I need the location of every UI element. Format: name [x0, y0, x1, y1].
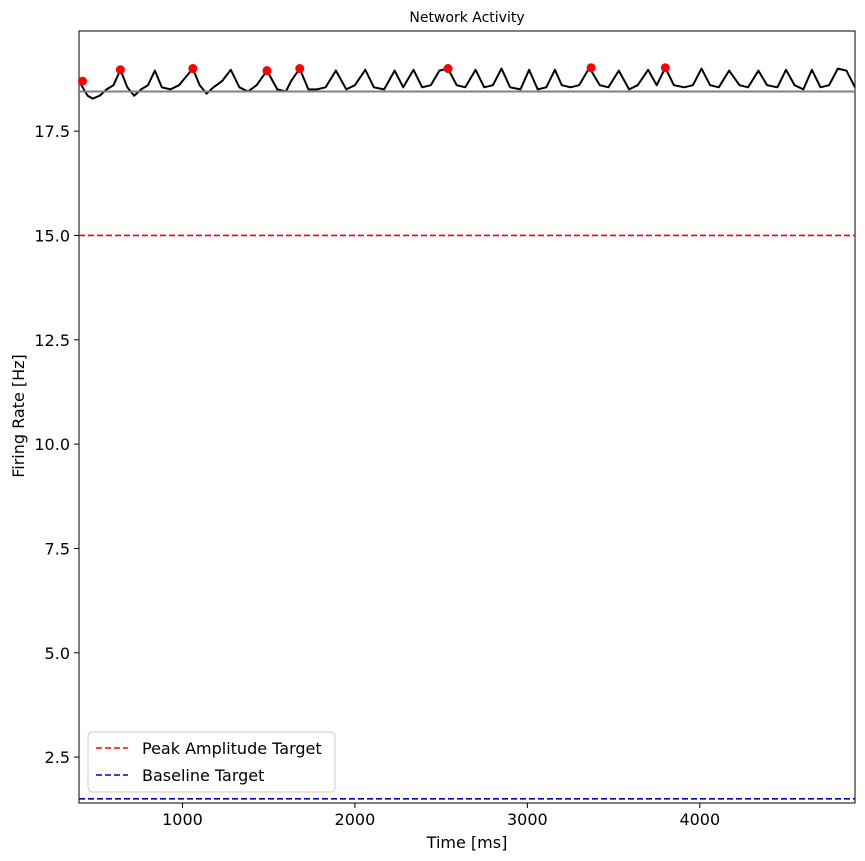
chart-title: Network Activity [409, 10, 524, 26]
legend-label: Baseline Target [142, 766, 264, 785]
peak-marker [443, 64, 453, 74]
legend-box [87, 731, 336, 793]
legend: Peak Amplitude Target Baseline Target [87, 731, 336, 793]
peak-marker [115, 65, 125, 75]
y-tick-label: 5.0 [45, 644, 70, 663]
y-tick-label: 17.5 [34, 122, 70, 141]
peak-marker [188, 64, 198, 74]
y-axis-label: Firing Rate [Hz] [9, 354, 28, 478]
x-tick-label: 1000 [162, 810, 203, 829]
y-tick-label: 7.5 [45, 539, 70, 558]
x-tick-label: 3000 [507, 810, 548, 829]
y-tick-label: 2.5 [45, 748, 70, 767]
plot-frame [78, 30, 856, 804]
peak-marker [586, 63, 596, 73]
x-axis-label: Time [ms] [426, 833, 508, 852]
peak-marker [295, 64, 305, 74]
peak-marker [262, 66, 272, 76]
y-tick-label: 10.0 [34, 435, 70, 454]
peak-marker [77, 76, 87, 86]
y-tick-label: 15.0 [34, 226, 70, 245]
y-axis-ticks: 2.5 5.0 7.5 10.0 12.5 15.0 17.5 [34, 122, 79, 767]
legend-label: Peak Amplitude Target [142, 739, 322, 758]
x-tick-label: 2000 [335, 810, 376, 829]
target-lines [79, 234, 855, 800]
peak-marker [660, 63, 670, 73]
x-tick-label: 4000 [679, 810, 720, 829]
peak-markers [77, 63, 670, 86]
x-axis-ticks: 1000 2000 3000 4000 [162, 803, 720, 829]
y-tick-label: 12.5 [34, 331, 70, 350]
plot-area [78, 30, 856, 804]
